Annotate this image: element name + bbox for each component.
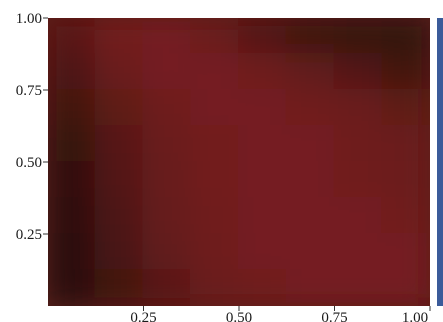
heatmap-cell	[48, 161, 97, 199]
heatmap-cell	[285, 18, 336, 55]
heatmap-cell	[48, 197, 97, 235]
heatmap-cell	[94, 269, 145, 306]
heatmap-cell	[142, 233, 193, 271]
heatmap-cell	[333, 53, 384, 91]
heatmap-cell	[48, 233, 97, 271]
heatmap-cell	[48, 125, 97, 163]
heatmap-cell	[238, 125, 288, 163]
heatmap-cell	[142, 197, 193, 235]
heatmap-cell	[285, 89, 336, 127]
heatmap-cells	[48, 18, 430, 306]
heatmap-cell	[142, 125, 193, 163]
colorbar-edge	[437, 18, 443, 306]
heatmap-cell	[333, 18, 384, 55]
heatmap-cell	[190, 233, 240, 271]
y-tick-label: 0.25	[16, 227, 42, 243]
heatmap-cell	[285, 269, 336, 306]
heatmap-cell	[190, 18, 240, 55]
heatmap-cell	[94, 197, 145, 235]
heatmap-cell	[48, 89, 97, 127]
heatmap-cell	[381, 233, 430, 271]
heatmap-cell	[94, 161, 145, 199]
heatmap-cell	[94, 53, 145, 91]
heatmap-cell	[238, 197, 288, 235]
heatmap-cell	[238, 233, 288, 271]
x-axis: 0.25 0.50 0.75 1.00	[130, 306, 431, 322]
heatmap-cell	[333, 89, 384, 127]
heatmap-cell	[238, 269, 288, 306]
heatmap-cell	[94, 125, 145, 163]
heatmap-cell	[190, 269, 240, 306]
heatmap-cell	[142, 89, 193, 127]
heatmap-cell	[333, 269, 384, 306]
heatmap-cell	[333, 161, 384, 199]
heatmap-cell	[238, 18, 288, 55]
heatmap-cell	[333, 125, 384, 163]
heatmap-cell	[285, 53, 336, 91]
heatmap-cell	[333, 197, 384, 235]
y-tick-label: 0.50	[16, 155, 42, 171]
heatmap-cell	[142, 53, 193, 91]
heatmap-cell	[142, 161, 193, 199]
heatmap-cell	[381, 18, 430, 55]
heatmap-cell	[285, 233, 336, 271]
x-tick-label: 0.25	[130, 310, 156, 322]
heatmap-cell	[142, 269, 193, 306]
heatmap-cell	[94, 233, 145, 271]
heatmap-cell	[142, 18, 193, 55]
heatmap-cell	[381, 197, 430, 235]
x-tick-label: 1.00	[402, 310, 428, 322]
heatmap-cell	[48, 269, 97, 306]
y-tick-label: 0.75	[16, 83, 42, 99]
y-axis: 0.25 0.50 0.75 1.00	[16, 11, 48, 243]
heatmap-cell	[190, 53, 240, 91]
heatmap-cell	[190, 89, 240, 127]
heatmap-cell	[333, 233, 384, 271]
heatmap-cell	[381, 269, 430, 306]
heatmap-cell	[190, 125, 240, 163]
heatmap-cell	[190, 197, 240, 235]
heatmap-cell	[238, 53, 288, 91]
heatmap-cell	[381, 53, 430, 91]
heatmap-cell	[285, 197, 336, 235]
heatmap-cell	[94, 89, 145, 127]
heatmap-cell	[381, 161, 430, 199]
heatmap-cell	[381, 125, 430, 163]
heatmap-cell	[94, 18, 145, 55]
heatmap-cell	[381, 89, 430, 127]
heatmap-cell	[48, 18, 97, 55]
x-tick-label: 0.50	[226, 310, 252, 322]
heatmap-cell	[285, 125, 336, 163]
y-tick-label: 1.00	[16, 11, 42, 27]
heatmap-cell	[238, 89, 288, 127]
heatmap-cell	[238, 161, 288, 199]
heatmap-cell	[190, 161, 240, 199]
heatmap-cell	[48, 53, 97, 91]
x-tick-label: 0.75	[321, 310, 347, 322]
heatmap-cell	[285, 161, 336, 199]
